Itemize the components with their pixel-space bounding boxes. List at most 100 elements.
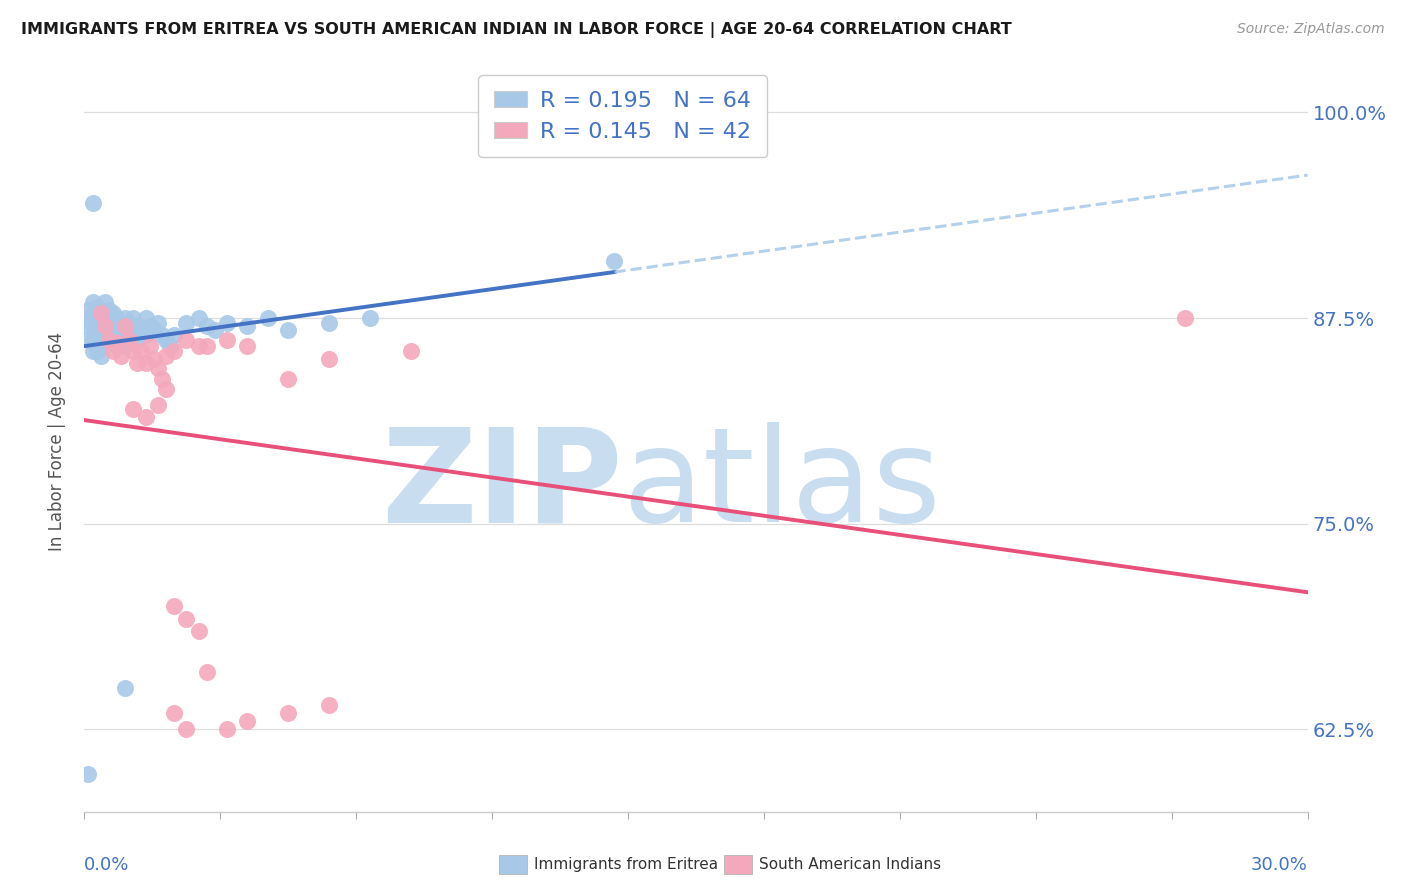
Point — [101, 344, 124, 359]
Point — [603, 253, 626, 268]
Point — [77, 311, 100, 326]
Point — [97, 316, 120, 330]
Text: 0.0%: 0.0% — [84, 856, 129, 874]
Point — [163, 344, 186, 359]
Point — [122, 311, 145, 326]
Point — [187, 339, 209, 353]
Point — [187, 624, 209, 638]
Point — [118, 319, 141, 334]
Point — [86, 327, 108, 342]
Text: atlas: atlas — [623, 423, 942, 549]
Point — [105, 335, 128, 350]
Point — [217, 333, 239, 347]
Point — [90, 349, 112, 363]
Point — [122, 344, 145, 359]
Point — [142, 352, 165, 367]
Point — [105, 339, 128, 353]
Point — [122, 327, 145, 342]
Point — [131, 323, 153, 337]
Point — [195, 319, 218, 334]
Point — [135, 355, 157, 369]
Point — [86, 300, 108, 314]
Point — [90, 306, 112, 320]
Point — [114, 681, 136, 696]
Point — [174, 333, 197, 347]
Point — [236, 714, 259, 729]
Point — [90, 335, 112, 350]
Point — [359, 311, 381, 326]
Point — [105, 311, 128, 326]
Point — [105, 323, 128, 337]
Point — [195, 665, 218, 679]
Y-axis label: In Labor Force | Age 20-64: In Labor Force | Age 20-64 — [48, 332, 66, 551]
Point — [90, 306, 112, 320]
Point — [163, 327, 186, 342]
Point — [217, 316, 239, 330]
Point — [101, 306, 124, 320]
Point — [155, 333, 177, 347]
Point — [187, 311, 209, 326]
Point — [77, 319, 100, 334]
Point — [82, 306, 104, 320]
Point — [135, 327, 157, 342]
Point — [101, 335, 124, 350]
Point — [257, 311, 280, 326]
Point — [101, 319, 124, 334]
Point — [97, 302, 120, 317]
Point — [135, 409, 157, 424]
Point — [236, 339, 259, 353]
Point — [159, 339, 181, 353]
Point — [277, 372, 299, 386]
Text: Source: ZipAtlas.com: Source: ZipAtlas.com — [1237, 22, 1385, 37]
Text: 30.0%: 30.0% — [1251, 856, 1308, 874]
Point — [82, 294, 104, 309]
Legend: R = 0.195   N = 64, R = 0.145   N = 42: R = 0.195 N = 64, R = 0.145 N = 42 — [478, 75, 766, 157]
Point — [318, 352, 340, 367]
Point — [110, 349, 132, 363]
Point — [204, 323, 226, 337]
Point — [82, 333, 104, 347]
Point — [122, 401, 145, 416]
Point — [77, 333, 100, 347]
Point — [318, 316, 340, 330]
Point — [77, 302, 100, 317]
Point — [155, 382, 177, 396]
Point — [97, 333, 120, 347]
Point — [150, 372, 173, 386]
Point — [399, 344, 422, 359]
Point — [110, 316, 132, 330]
Text: ZIP: ZIP — [381, 423, 623, 549]
Point — [146, 398, 169, 412]
Point — [195, 339, 218, 353]
Point — [277, 706, 299, 720]
Point — [127, 355, 149, 369]
Point — [90, 319, 112, 334]
Point — [110, 333, 132, 347]
Point — [277, 323, 299, 337]
Point — [236, 319, 259, 334]
Point — [155, 349, 177, 363]
Point — [138, 319, 160, 334]
Point — [82, 344, 104, 359]
Point — [77, 767, 100, 781]
Point — [217, 723, 239, 737]
Point — [86, 311, 108, 326]
Point — [114, 311, 136, 326]
Point — [131, 344, 153, 359]
Point — [118, 333, 141, 347]
Point — [163, 599, 186, 613]
Point — [93, 319, 115, 334]
Point — [135, 311, 157, 326]
Point — [93, 327, 115, 342]
Point — [93, 294, 115, 309]
Point — [114, 319, 136, 334]
Point — [127, 333, 149, 347]
Point — [146, 316, 169, 330]
Text: IMMIGRANTS FROM ERITREA VS SOUTH AMERICAN INDIAN IN LABOR FORCE | AGE 20-64 CORR: IMMIGRANTS FROM ERITREA VS SOUTH AMERICA… — [21, 22, 1012, 38]
Point — [118, 333, 141, 347]
Point — [82, 196, 104, 211]
Text: Immigrants from Eritrea: Immigrants from Eritrea — [534, 857, 718, 871]
Point — [150, 327, 173, 342]
Point — [174, 316, 197, 330]
Point — [1174, 311, 1197, 326]
